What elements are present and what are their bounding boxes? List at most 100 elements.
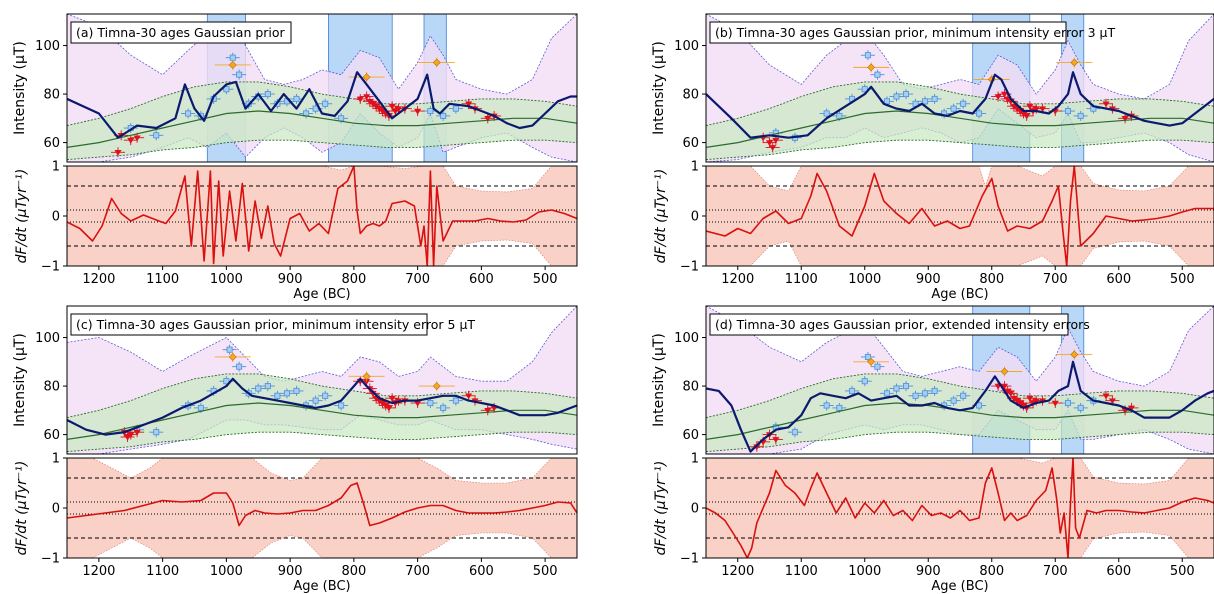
panel-a-point-timna-3 xyxy=(111,147,125,158)
panel-d-xtick-label-7: 500 xyxy=(1170,564,1195,579)
panel-d-rate-ylabel: dF/dt (μTyr⁻¹) xyxy=(653,461,669,556)
panel-a-curves xyxy=(67,71,577,148)
panel-a-point-timna-2 xyxy=(130,132,145,143)
panel-d-prior-lower-line xyxy=(706,431,1214,453)
panel-a-title-box: (a) Timna-30 ages Gaussian prior xyxy=(70,21,292,44)
panel-a-rate-yticks: −1 0 1 xyxy=(41,160,67,275)
panel-c-point-archaeomagnetic-1 xyxy=(149,427,164,438)
panel-c-intensity-ytick-label-1: 80 xyxy=(43,380,60,395)
panel-a-point-timna-5 xyxy=(359,91,374,102)
panel-a-intensity-plot xyxy=(67,14,577,162)
panel-c-point-timna-18 xyxy=(461,390,476,401)
panel-c-point-timna-3 xyxy=(120,432,135,443)
panel-a-point-timna-4 xyxy=(353,93,368,104)
panel-d-xtick-label-1: 1100 xyxy=(785,564,818,579)
panel-d-xticks: 1200 1100 1000 900 800 700 600 500 xyxy=(721,558,1195,579)
panel-d-point-archaeomagnetic-2 xyxy=(819,400,834,411)
panel-d-xtick-label-3: 900 xyxy=(916,564,941,579)
panel-b-rate-curve xyxy=(706,166,1214,266)
panel-d-xtick-label-6: 600 xyxy=(1106,564,1131,579)
panel-b-point-timna-12 xyxy=(1019,110,1034,121)
panel-d-posterior-upper-line xyxy=(706,306,1214,387)
panel-b-point-archaeomagnetic-13 xyxy=(927,93,942,104)
panel-d-point-archaeomagnetic-16 xyxy=(956,390,971,401)
panel-b-intensity-ylabel: Intensity (μT) xyxy=(651,41,667,135)
panel-a-prior-band xyxy=(67,81,577,161)
panel-a-rate-line xyxy=(67,166,577,266)
panel-a-xtick-label-1: 1100 xyxy=(146,272,179,287)
panel-d-point-timna-18 xyxy=(1099,390,1114,401)
panel-c-title-box: (c) Timna-30 ages Gaussian prior, minimu… xyxy=(70,313,475,336)
panel-b: 60 80 100 Intensity (μT) (b) Timna-30 ages… xyxy=(651,13,1214,302)
panel-c-point-archaeomagnetic-18 xyxy=(423,398,438,409)
panel-a-prior-upper-line xyxy=(67,81,577,127)
panel-c-xtick-label-3: 900 xyxy=(278,564,303,579)
panel-d-point-archaeomagnetic-13 xyxy=(927,385,942,396)
panel-d-curves xyxy=(706,360,1214,453)
panel-a-rate-ytick-label-2: 1 xyxy=(52,160,60,175)
panel-c-rate-line xyxy=(67,482,577,527)
panel-c-prior-lower-line xyxy=(67,431,577,453)
panel-d-point-timna-2 xyxy=(768,434,783,445)
panel-d-xtick-label-2: 1000 xyxy=(848,564,881,579)
panel-c-prior-fill xyxy=(67,373,577,452)
panel-c-intensity-yticks: 60 80 100 xyxy=(35,331,67,443)
panel-b-rate-yticks: −1 0 1 xyxy=(680,160,706,275)
panel-b-xtick-label-7: 500 xyxy=(1170,272,1195,287)
panel-a-xtick-label-5: 700 xyxy=(405,272,430,287)
panel-c-xtick-label-4: 800 xyxy=(341,564,366,579)
panel-b-intensity-plot xyxy=(706,14,1214,162)
panel-b-prior-upper-line xyxy=(706,81,1214,127)
panel-b-title: (b) Timna-30 ages Gaussian prior, minimu… xyxy=(715,25,1115,40)
panel-c-point-archaeomagnetic-7 xyxy=(232,361,247,372)
panel-a-point-archaeomagnetic-10 xyxy=(260,89,275,100)
panel-d-point-archaeomagnetic-7 xyxy=(870,361,885,372)
panel-c-point-archaeomagnetic-13 xyxy=(289,385,304,396)
panel-d-title: (d) Timna-30 ages Gaussian prior, extend… xyxy=(715,317,1090,332)
panel-a-xtick-label-7: 500 xyxy=(533,272,558,287)
panel-c-title: (c) Timna-30 ages Gaussian prior, minimu… xyxy=(76,317,475,332)
panel-b-point-timna-18 xyxy=(1099,98,1114,109)
panel-b-xtick-label-1: 1100 xyxy=(785,272,818,287)
panel-b-curves xyxy=(706,71,1214,148)
panel-d-title-box: (d) Timna-30 ages Gaussian prior, extend… xyxy=(709,313,1090,336)
panel-c-mean-line xyxy=(67,377,577,436)
panel-a-mean-line xyxy=(67,71,577,139)
panel-a-point-archaeomagnetic-7 xyxy=(232,69,247,80)
panel-b-rate-band-fill xyxy=(706,166,1214,266)
panel-b-point-archaeomagnetic-2 xyxy=(819,108,834,119)
panel-b-xtick-label-0: 1200 xyxy=(721,272,754,287)
panel-b-point-archaeomagnetic-15 xyxy=(946,103,961,114)
panel-a-rate-curve xyxy=(67,166,577,266)
panel-d-prior-band xyxy=(706,373,1214,453)
panel-a-rate-band xyxy=(67,166,577,266)
panel-c-rate-curve xyxy=(67,482,577,527)
panel-c-prior-upper-line xyxy=(67,373,577,419)
panel-c-rate-plot xyxy=(67,458,577,558)
panel-a-xtick-label-2: 1000 xyxy=(210,272,243,287)
panel-b-title-box: (b) Timna-30 ages Gaussian prior, minimu… xyxy=(709,21,1115,44)
panel-c-point-archaeomagnetic-6 xyxy=(222,344,237,355)
panel-d-point-archaeomagnetic-5 xyxy=(857,376,872,387)
panel-c-point-archaeomagnetic-16 xyxy=(318,390,333,401)
panel-c-rate-ytick-label-1: 0 xyxy=(52,502,60,517)
panel-b-point-archaeomagnetic-9 xyxy=(889,91,904,102)
panel-d-xtick-label-4: 800 xyxy=(979,564,1004,579)
panel-b-xtick-label-5: 700 xyxy=(1043,272,1068,287)
panel-b-intensity-ytick-label-0: 60 xyxy=(682,136,699,151)
panel-a-point-archaeomagnetic-16 xyxy=(318,98,333,109)
panel-b-rate-ytick-label-0: −1 xyxy=(680,260,699,275)
panel-d-point-archaeomagnetic-1 xyxy=(787,427,802,438)
panel-d-xtick-label-5: 700 xyxy=(1043,564,1068,579)
panel-d-rate-line xyxy=(706,458,1214,558)
panel-d-point-orange-1 xyxy=(986,366,1023,377)
panel-b-point-orange-0 xyxy=(853,62,890,73)
panel-d-intensity-frame xyxy=(705,305,1214,455)
panel-c-point-timna-13 xyxy=(385,393,400,404)
panel-a-rate-ytick-label-1: 0 xyxy=(52,210,60,225)
panel-c-intensity-plot xyxy=(67,306,577,454)
panel-b-xticks: 1200 1100 1000 900 800 700 600 500 xyxy=(721,266,1195,287)
panel-b-point-archaeomagnetic-6 xyxy=(860,50,875,61)
panel-b-rate-ytick-label-1: 0 xyxy=(691,210,699,225)
panel-b-xtick-label-3: 900 xyxy=(916,272,941,287)
